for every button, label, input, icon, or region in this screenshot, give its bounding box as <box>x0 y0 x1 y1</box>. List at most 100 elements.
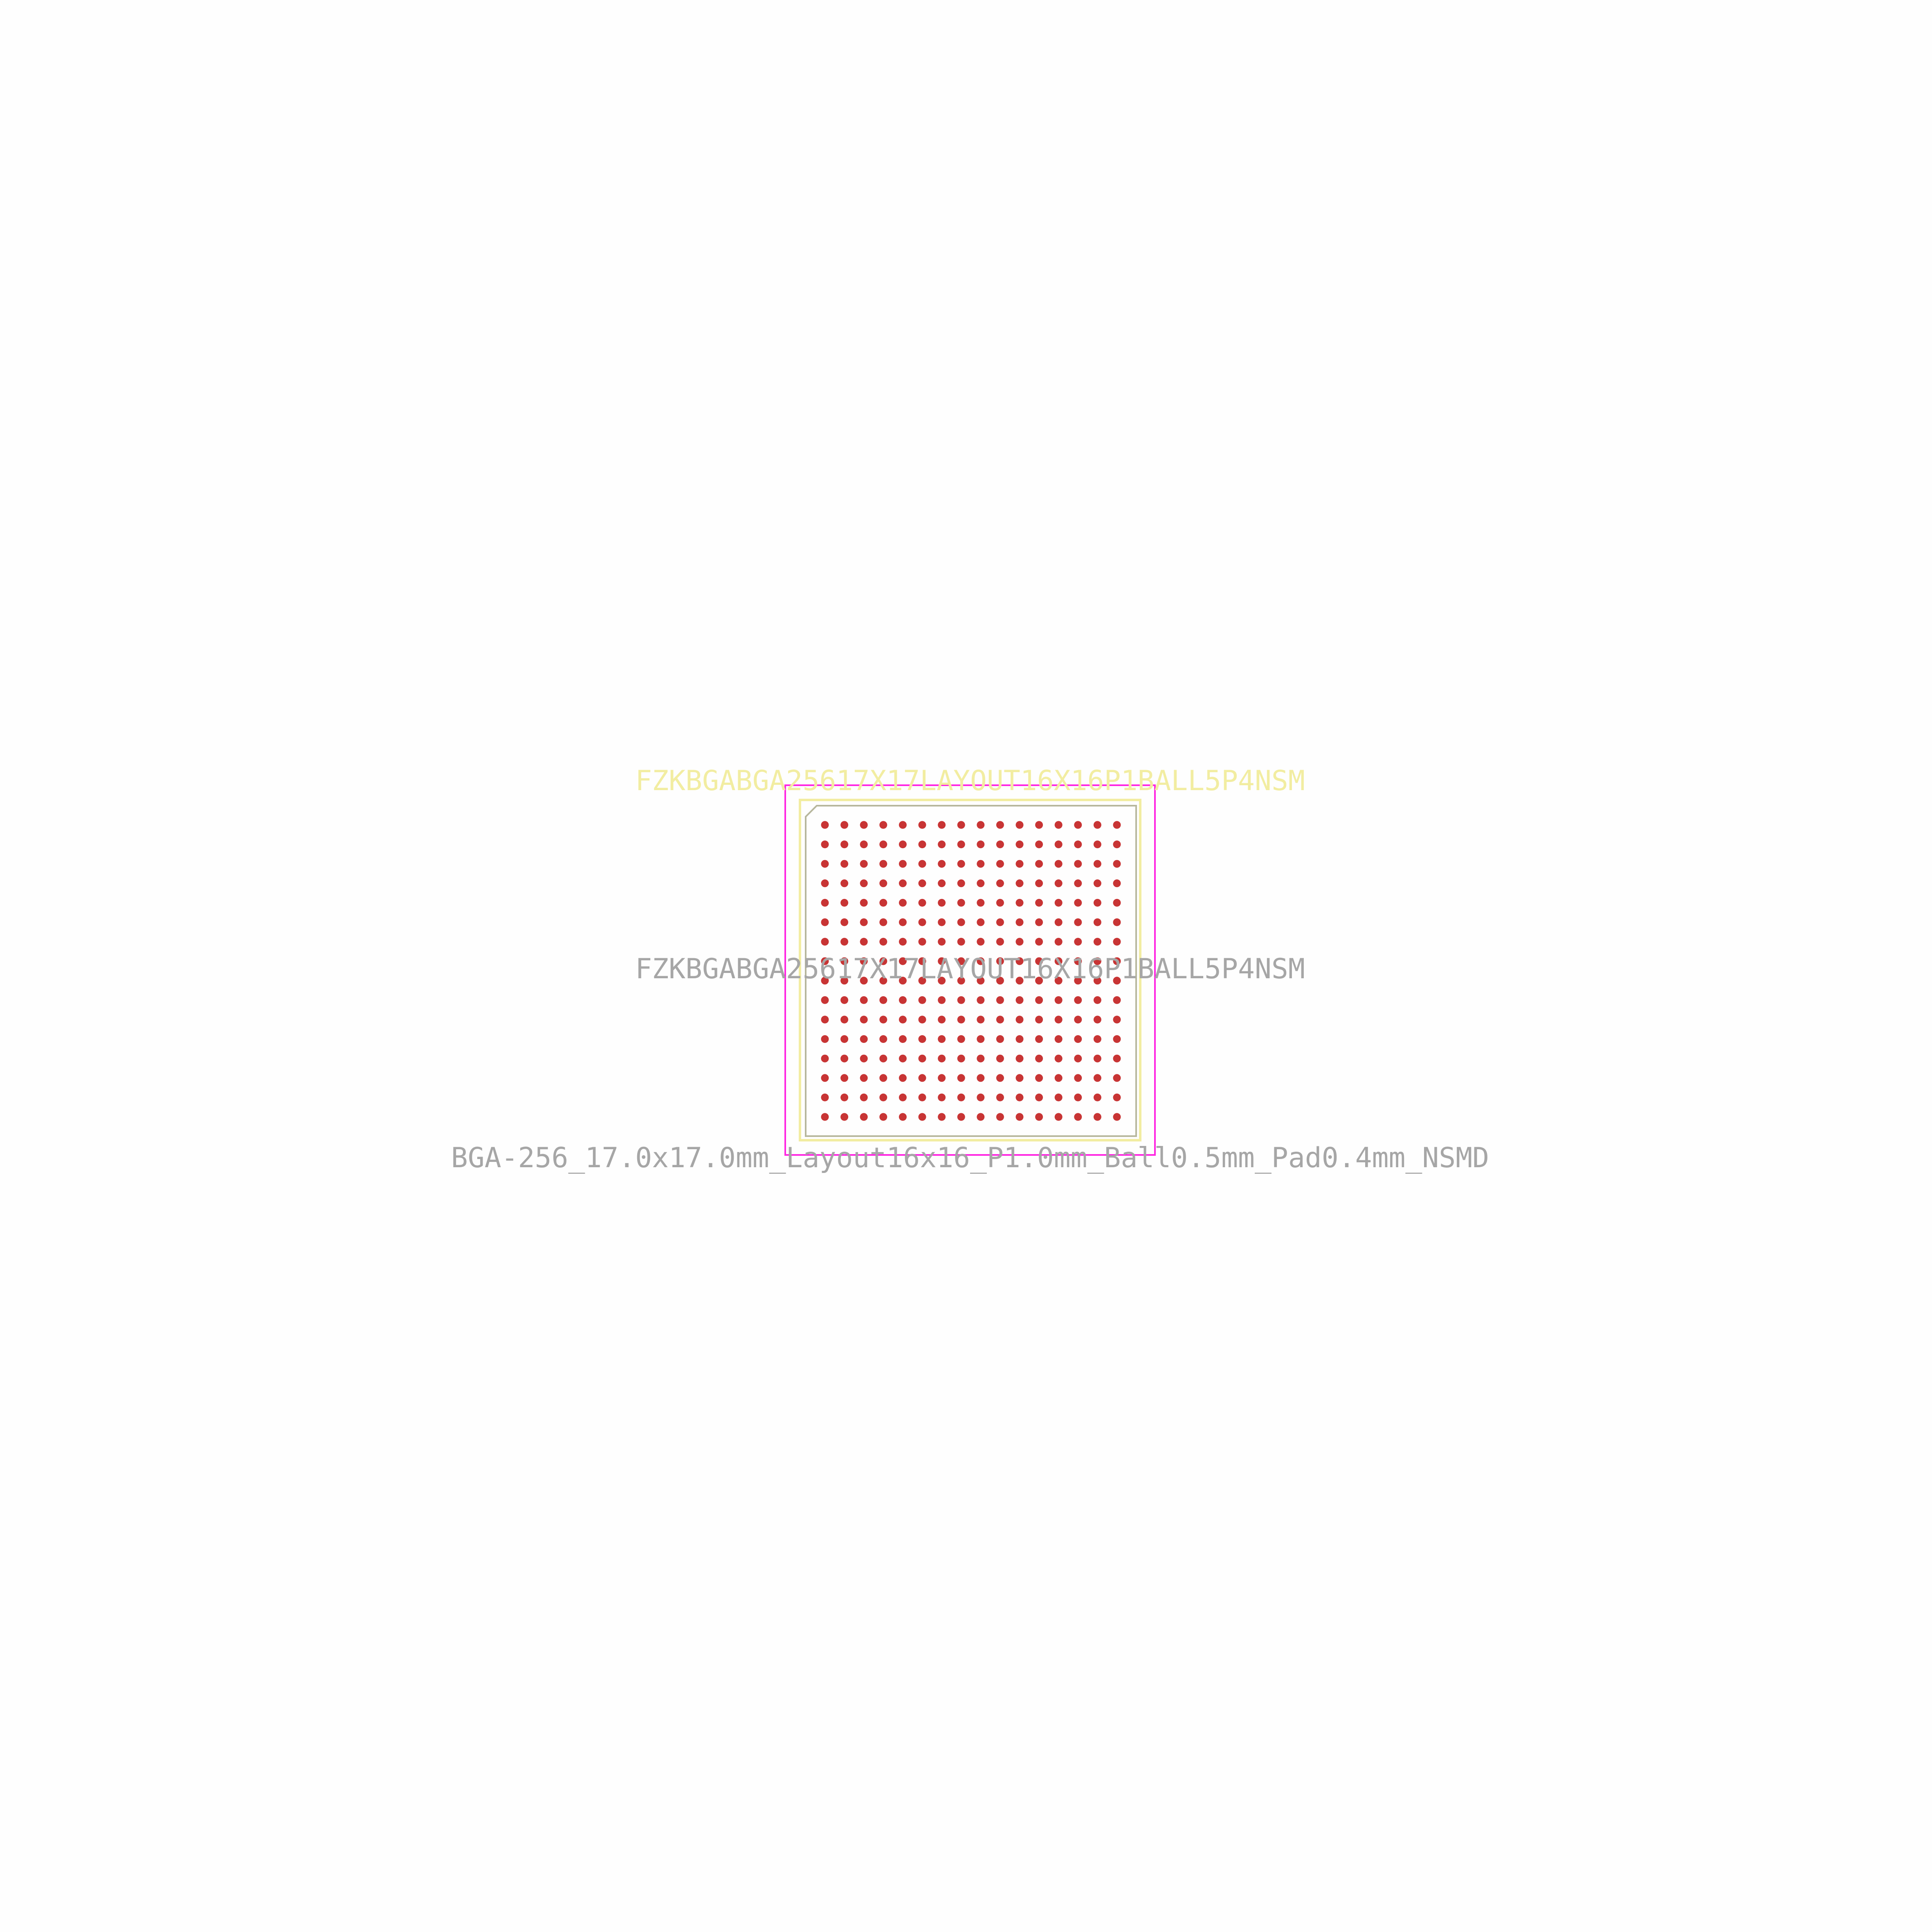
ball-pad <box>899 1093 907 1101</box>
ball-pad <box>1015 1093 1024 1101</box>
ball-pad <box>899 1074 907 1082</box>
ball-pad <box>899 1035 907 1043</box>
ball-pad <box>1113 1113 1121 1121</box>
ball-pad <box>821 1015 829 1024</box>
ball-pad <box>938 1035 946 1043</box>
ball-pad <box>1113 899 1121 907</box>
ball-pad <box>1093 1074 1101 1082</box>
ball-pad <box>1113 977 1121 985</box>
ball-pad <box>977 899 985 907</box>
reference-designator-text: FZKBGABGA25617X17LAYOUT16X16P1BALL5P4NSM <box>635 765 1305 797</box>
ball-pad <box>840 1015 849 1024</box>
ball-pad <box>1054 1093 1063 1101</box>
ball-pad <box>840 840 849 849</box>
ball-pad <box>1093 957 1101 965</box>
ball-pad <box>1054 918 1063 926</box>
ball-pad <box>938 1074 946 1082</box>
ball-pad <box>938 1054 946 1063</box>
ball-pad <box>860 899 868 907</box>
ball-pad <box>879 938 887 946</box>
ball-pad <box>1113 1035 1121 1043</box>
ball-pad <box>1113 957 1121 965</box>
ball-pad <box>1113 996 1121 1004</box>
ball-pad <box>977 1015 985 1024</box>
ball-pad <box>1093 1054 1101 1063</box>
ball-pad <box>821 1054 829 1063</box>
ball-pad <box>1074 1035 1082 1043</box>
ball-pad <box>918 1054 926 1063</box>
ball-pad <box>1015 996 1024 1004</box>
ball-pad <box>938 918 946 926</box>
ball-pad <box>1074 840 1082 849</box>
ball-pad <box>1035 840 1043 849</box>
ball-pad <box>996 840 1004 849</box>
ball-pad <box>957 918 965 926</box>
ball-pad <box>996 996 1004 1004</box>
ball-pad <box>1113 1093 1121 1101</box>
ball-pad <box>1113 879 1121 887</box>
ball-pad <box>1035 1035 1043 1043</box>
ball-pad <box>899 840 907 849</box>
ball-pad <box>821 938 829 946</box>
ball-pad <box>1074 879 1082 887</box>
ball-pad <box>1054 996 1063 1004</box>
ball-pad <box>1015 879 1024 887</box>
courtyard-outline <box>784 784 1156 1156</box>
ball-pad <box>899 918 907 926</box>
ball-pad <box>879 1074 887 1082</box>
ball-pad <box>1113 1074 1121 1082</box>
ball-pad-array <box>821 821 1121 1121</box>
ball-pad <box>996 1035 1004 1043</box>
ball-pad <box>860 1015 868 1024</box>
ball-pad <box>1074 860 1082 868</box>
ball-pad <box>1093 1015 1101 1024</box>
ball-pad <box>957 1093 965 1101</box>
ball-pad <box>1054 860 1063 868</box>
ball-pad <box>1113 821 1121 829</box>
ball-pad <box>918 1074 926 1082</box>
ball-pad <box>1015 1035 1024 1043</box>
fab-outline <box>805 805 1137 1137</box>
ball-pad <box>957 996 965 1004</box>
ball-pad <box>918 879 926 887</box>
ball-pad <box>996 860 1004 868</box>
value-text: FZKBGABGA25617X17LAYOUT16X16P1BALL5P4NSM <box>635 953 1305 985</box>
ball-pad <box>918 1093 926 1101</box>
ball-pad <box>918 821 926 829</box>
ball-pad <box>938 938 946 946</box>
ball-pad <box>977 1074 985 1082</box>
ball-pad <box>899 821 907 829</box>
ball-pad <box>938 840 946 849</box>
ball-pad <box>840 1093 849 1101</box>
ball-pad <box>860 938 868 946</box>
ball-pad <box>1074 899 1082 907</box>
ball-pad <box>821 918 829 926</box>
ball-pad <box>957 1074 965 1082</box>
ball-pad <box>996 821 1004 829</box>
ball-pad <box>1035 821 1043 829</box>
ball-pad <box>918 957 926 965</box>
ball-pad <box>938 1015 946 1024</box>
ball-pad <box>957 1113 965 1121</box>
ball-pad <box>1093 938 1101 946</box>
ball-pad <box>1035 1015 1043 1024</box>
ball-pad <box>938 1093 946 1101</box>
ball-pad <box>860 1074 868 1082</box>
ball-pad <box>957 1015 965 1024</box>
ball-pad <box>996 938 1004 946</box>
ball-pad <box>1093 1113 1101 1121</box>
ball-pad <box>1054 1074 1063 1082</box>
ball-pad <box>840 899 849 907</box>
ball-pad <box>1093 918 1101 926</box>
ball-pad <box>1074 1054 1082 1063</box>
ball-pad <box>1015 1015 1024 1024</box>
ball-pad <box>957 1035 965 1043</box>
ball-pad <box>840 821 849 829</box>
ball-pad <box>840 1113 849 1121</box>
ball-pad <box>977 957 985 965</box>
ball-pad <box>821 996 829 1004</box>
ball-pad <box>1015 1113 1024 1121</box>
ball-pad <box>1093 1035 1101 1043</box>
